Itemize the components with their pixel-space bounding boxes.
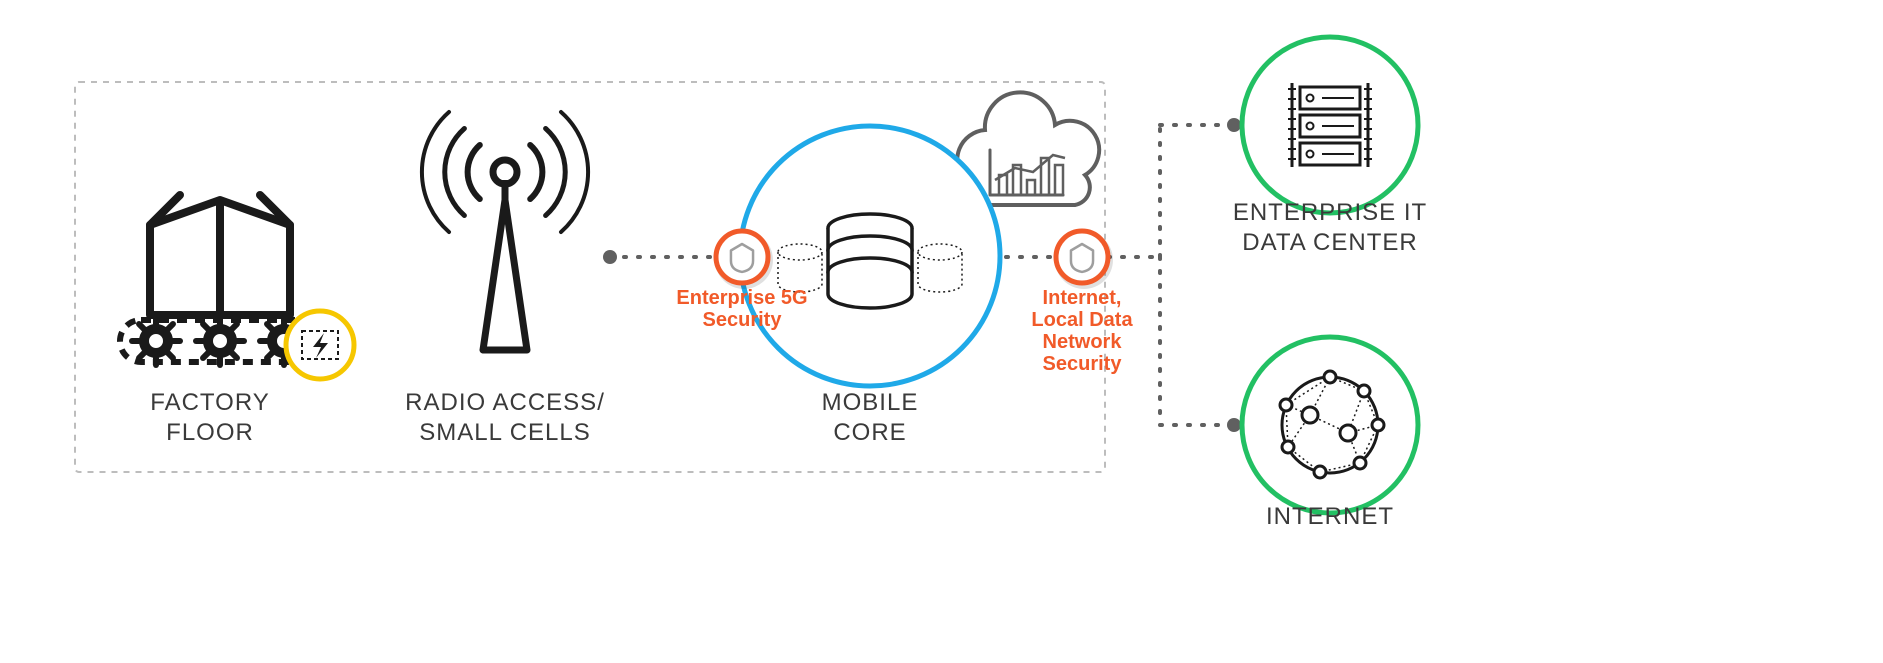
internet-security-badge bbox=[1055, 231, 1113, 289]
internet-label: INTERNET bbox=[1266, 503, 1394, 530]
internet-security-badge-label: Internet,Local DataNetworkSecurity bbox=[1031, 287, 1133, 375]
datacenter-label: ENTERPRISE ITDATA CENTER bbox=[1233, 199, 1427, 256]
enterprise-5g-security-badge bbox=[715, 231, 773, 289]
factory-floor-label: FACTORYFLOOR bbox=[150, 389, 269, 446]
radio-access-label: RADIO ACCESS/SMALL CELLS bbox=[405, 389, 605, 446]
datacenter-node bbox=[1242, 37, 1418, 213]
internet-node bbox=[1242, 337, 1418, 513]
lightning-badge-icon bbox=[286, 311, 354, 379]
mobile-core-node bbox=[740, 126, 1000, 386]
radio-access-node bbox=[422, 112, 588, 350]
mobile-core-label: MOBILECORE bbox=[822, 389, 919, 446]
